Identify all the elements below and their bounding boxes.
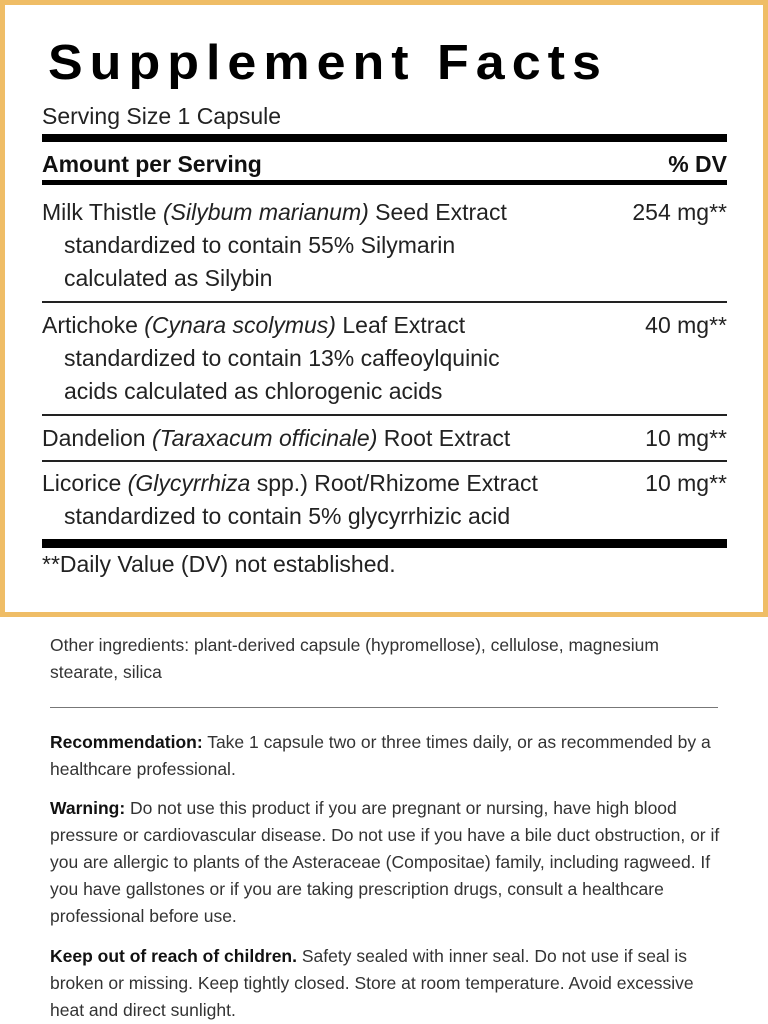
latin-name: (Taraxacum officinale) (151, 425, 378, 451)
row-divider (42, 301, 727, 303)
table-header: Amount per Serving % DV (42, 151, 727, 178)
latin-name: (Silybum marianum) (163, 199, 369, 225)
keep-out-label: Keep out of reach of children. (50, 946, 297, 966)
thick-divider (42, 539, 727, 548)
ingredient-amount: 254 mg** (632, 199, 727, 225)
warning-text: Do not use this product if you are pregn… (50, 798, 720, 926)
recommendation-text: Take 1 capsule two or three times daily,… (50, 732, 711, 779)
ingredient-detail: standardized to contain 5% glycyrrhizic … (64, 503, 511, 529)
ingredient-part: Root Extract (377, 425, 511, 451)
dv-label: % DV (668, 151, 727, 177)
row-divider (42, 460, 727, 462)
keep-out-text: Safety sealed with inner seal. Do not us… (50, 946, 694, 1020)
ingredient-part: Seed Extract (368, 199, 507, 225)
ingredient-detail: calculated as Silybin (64, 265, 273, 291)
ingredient-amount: 10 mg** (645, 470, 727, 496)
serving-size: Serving Size 1 Capsule (42, 103, 282, 129)
ingredient-row: Artichoke (Cynara scolymus) Leaf Extract… (42, 309, 727, 408)
ingredient-detail: acids calculated as chlorogenic acids (64, 378, 443, 404)
warning-label: Warning: (50, 798, 126, 818)
ingredient-part: spp.) Root/Rhizome Extract (250, 470, 538, 496)
thick-divider (42, 134, 727, 142)
ingredient-row: Dandelion (Taraxacum officinale) Root Ex… (42, 422, 727, 455)
supplement-facts-panel: Supplement Facts Serving Size 1 Capsule … (0, 0, 768, 617)
latin-name: (Glycyrrhiza (127, 470, 251, 496)
ingredient-amount: 10 mg** (645, 425, 727, 451)
ingredient-detail: standardized to contain 13% caffeoylquin… (64, 345, 500, 371)
panel-title: Supplement Facts (48, 35, 608, 91)
ingredient-name: Dandelion (42, 425, 152, 451)
medium-divider (42, 180, 727, 185)
ingredient-name: Artichoke (42, 312, 145, 338)
ingredient-row: Milk Thistle (Silybum marianum) Seed Ext… (42, 196, 727, 295)
ingredient-amount: 40 mg** (645, 312, 727, 338)
latin-name: (Cynara scolymus) (144, 312, 336, 338)
section-divider (50, 707, 718, 708)
footnote: **Daily Value (DV) not established. (42, 551, 396, 577)
keep-out-of-reach: Keep out of reach of children. Safety se… (50, 943, 720, 1024)
recommendation: Recommendation: Take 1 capsule two or th… (50, 729, 720, 783)
ingredient-part: Leaf Extract (335, 312, 466, 338)
ingredient-name: Milk Thistle (42, 199, 163, 225)
ingredient-row: Licorice (Glycyrrhiza spp.) Root/Rhizome… (42, 467, 727, 533)
ingredient-name: Licorice (42, 470, 128, 496)
ingredient-detail: standardized to contain 55% Silymarin (64, 232, 456, 258)
row-divider (42, 414, 727, 416)
recommendation-label: Recommendation: (50, 732, 203, 752)
warning: Warning: Do not use this product if you … (50, 795, 720, 930)
other-ingredients: Other ingredients: plant-derived capsule… (50, 635, 659, 682)
amount-per-serving-label: Amount per Serving (42, 151, 262, 177)
